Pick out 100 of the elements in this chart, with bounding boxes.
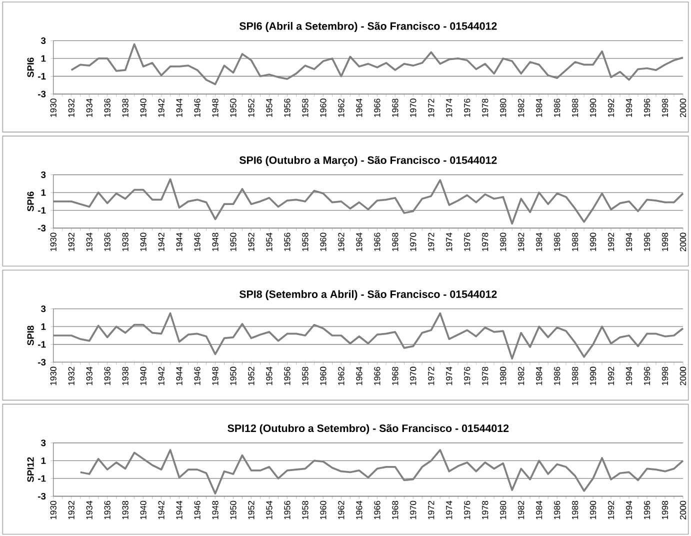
- chart-title: SPI12 (Outubro a Setembro) - São Francisco - 01544012: [228, 424, 509, 434]
- x-tick-label: 1996: [644, 232, 650, 251]
- x-tick-label: 1934: [86, 232, 92, 251]
- x-tick-label: 1938: [122, 366, 128, 385]
- x-tick-label: 1934: [86, 98, 92, 117]
- x-tick-label: 1946: [194, 500, 200, 520]
- x-tick-label: 1978: [482, 366, 488, 385]
- x-tick-label: 1966: [374, 98, 380, 117]
- y-axis-title: SPI8: [27, 326, 34, 346]
- x-tick-label: 1998: [662, 366, 668, 385]
- x-tick-label: 1958: [302, 366, 308, 385]
- y-tick-label: 1: [41, 323, 46, 330]
- x-tick-label: 2000: [680, 500, 686, 520]
- x-tick-label: 1980: [500, 500, 506, 520]
- x-tick-label: 1976: [464, 366, 470, 385]
- x-tick-label: 1970: [410, 500, 416, 520]
- x-tick-label: 1950: [230, 232, 236, 251]
- x-tick-label: 1968: [392, 366, 398, 385]
- x-tick-label: 1930: [50, 98, 56, 117]
- x-tick-label: 1944: [176, 98, 182, 117]
- y-axis-title: SPI6: [27, 192, 34, 212]
- x-tick-label: 1956: [284, 500, 290, 520]
- x-tick-label: 1940: [140, 366, 146, 385]
- y-tick-label: -3: [38, 358, 46, 366]
- x-tick-label: 1968: [392, 98, 398, 117]
- x-tick-label: 1988: [572, 98, 578, 117]
- x-tick-label: 1938: [122, 500, 128, 520]
- x-tick-label: 1992: [608, 500, 614, 520]
- x-tick-label: 1962: [338, 98, 344, 117]
- x-tick-label: 1942: [158, 500, 164, 520]
- x-tick-label: 1952: [248, 232, 254, 251]
- x-tick-label: 1948: [212, 98, 218, 117]
- x-tick-label: 1950: [230, 98, 236, 117]
- x-tick-label: 1948: [212, 500, 218, 520]
- x-tick-label: 1946: [194, 366, 200, 385]
- y-tick-label: -1: [38, 206, 46, 214]
- x-tick-label: 1964: [356, 366, 362, 385]
- x-tick-label: 1970: [410, 366, 416, 385]
- x-tick-label: 1972: [428, 500, 434, 520]
- x-tick-label: 1954: [266, 500, 272, 520]
- x-tick-label: 1986: [554, 232, 560, 251]
- x-tick-label: 1958: [302, 232, 308, 251]
- x-tick-label: 1984: [536, 232, 542, 251]
- x-tick-label: 1966: [374, 232, 380, 251]
- x-tick-label: 1976: [464, 232, 470, 251]
- x-tick-label: 1986: [554, 366, 560, 385]
- x-tick-label: 1956: [284, 98, 290, 117]
- y-axis-title: SPI12: [27, 457, 34, 482]
- x-tick-label: 2000: [680, 366, 686, 386]
- x-tick-label: 1996: [644, 98, 650, 117]
- x-tick-label: 1954: [266, 366, 272, 385]
- y-tick-label: -3: [38, 90, 46, 98]
- x-tick-label: 1992: [608, 98, 614, 117]
- x-tick-label: 1980: [500, 98, 506, 117]
- x-tick-label: 1972: [428, 232, 434, 251]
- x-tick-label: 1966: [374, 366, 380, 385]
- x-tick-label: 1956: [284, 232, 290, 251]
- x-tick-label: 1988: [572, 232, 578, 251]
- y-tick-label: -3: [38, 224, 46, 232]
- x-tick-label: 1930: [50, 500, 56, 520]
- x-tick-label: 1994: [626, 366, 632, 385]
- x-tick-label: 1940: [140, 232, 146, 251]
- x-tick-label: 2000: [680, 98, 686, 118]
- x-tick-label: 1980: [500, 366, 506, 385]
- y-tick-label: 3: [40, 37, 46, 44]
- x-tick-label: 1974: [446, 98, 452, 117]
- x-tick-label: 1976: [464, 98, 470, 117]
- x-tick-label: 1966: [374, 500, 380, 520]
- x-tick-label: 1956: [284, 366, 290, 385]
- y-axis-title: SPI6: [27, 57, 34, 78]
- y-tick-label: -1: [38, 72, 46, 80]
- x-tick-label: 1932: [68, 500, 74, 520]
- x-tick-label: 1994: [626, 500, 632, 520]
- x-tick-label: 1930: [50, 232, 56, 251]
- x-tick-label: 1974: [446, 232, 452, 251]
- y-tick-label: -1: [38, 475, 46, 482]
- x-tick-label: 1992: [608, 366, 614, 385]
- x-tick-label: 1936: [104, 500, 110, 520]
- x-tick-label: 1958: [302, 98, 308, 117]
- x-tick-label: 1952: [248, 98, 254, 117]
- x-tick-label: 1942: [158, 232, 164, 251]
- x-tick-label: 1946: [194, 98, 200, 117]
- x-tick-label: 1968: [392, 500, 398, 520]
- x-tick-label: 1982: [518, 232, 524, 251]
- x-tick-label: 1942: [158, 98, 164, 117]
- x-tick-label: 1946: [194, 232, 200, 251]
- x-tick-label: 1962: [338, 500, 344, 520]
- chart-title: SPI6 (Outubro a Março) - São Francisco - 01544012: [239, 156, 497, 166]
- x-tick-label: 1950: [230, 500, 236, 520]
- x-tick-label: 1942: [158, 366, 164, 385]
- x-tick-label: 1944: [176, 500, 182, 520]
- y-tick-label: -1: [38, 341, 46, 348]
- x-tick-label: 1954: [266, 98, 272, 117]
- x-tick-label: 1962: [338, 232, 344, 251]
- x-tick-label: 1974: [446, 366, 452, 385]
- x-tick-label: 1932: [68, 232, 74, 251]
- x-tick-label: 1944: [176, 232, 182, 251]
- x-tick-label: 1958: [302, 500, 308, 520]
- x-tick-label: 1970: [410, 98, 416, 117]
- x-tick-label: 1948: [212, 366, 218, 385]
